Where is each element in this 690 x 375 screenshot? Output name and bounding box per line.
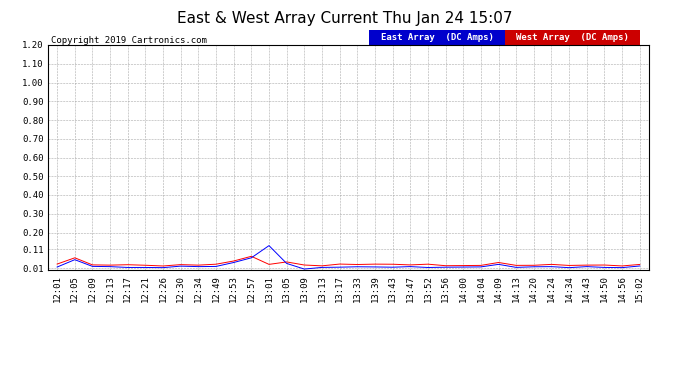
Text: East & West Array Current Thu Jan 24 15:07: East & West Array Current Thu Jan 24 15:… — [177, 11, 513, 26]
FancyBboxPatch shape — [369, 30, 504, 45]
Text: Copyright 2019 Cartronics.com: Copyright 2019 Cartronics.com — [51, 36, 207, 45]
Text: West Array  (DC Amps): West Array (DC Amps) — [515, 33, 629, 42]
FancyBboxPatch shape — [504, 30, 640, 45]
Text: East Array  (DC Amps): East Array (DC Amps) — [381, 33, 493, 42]
